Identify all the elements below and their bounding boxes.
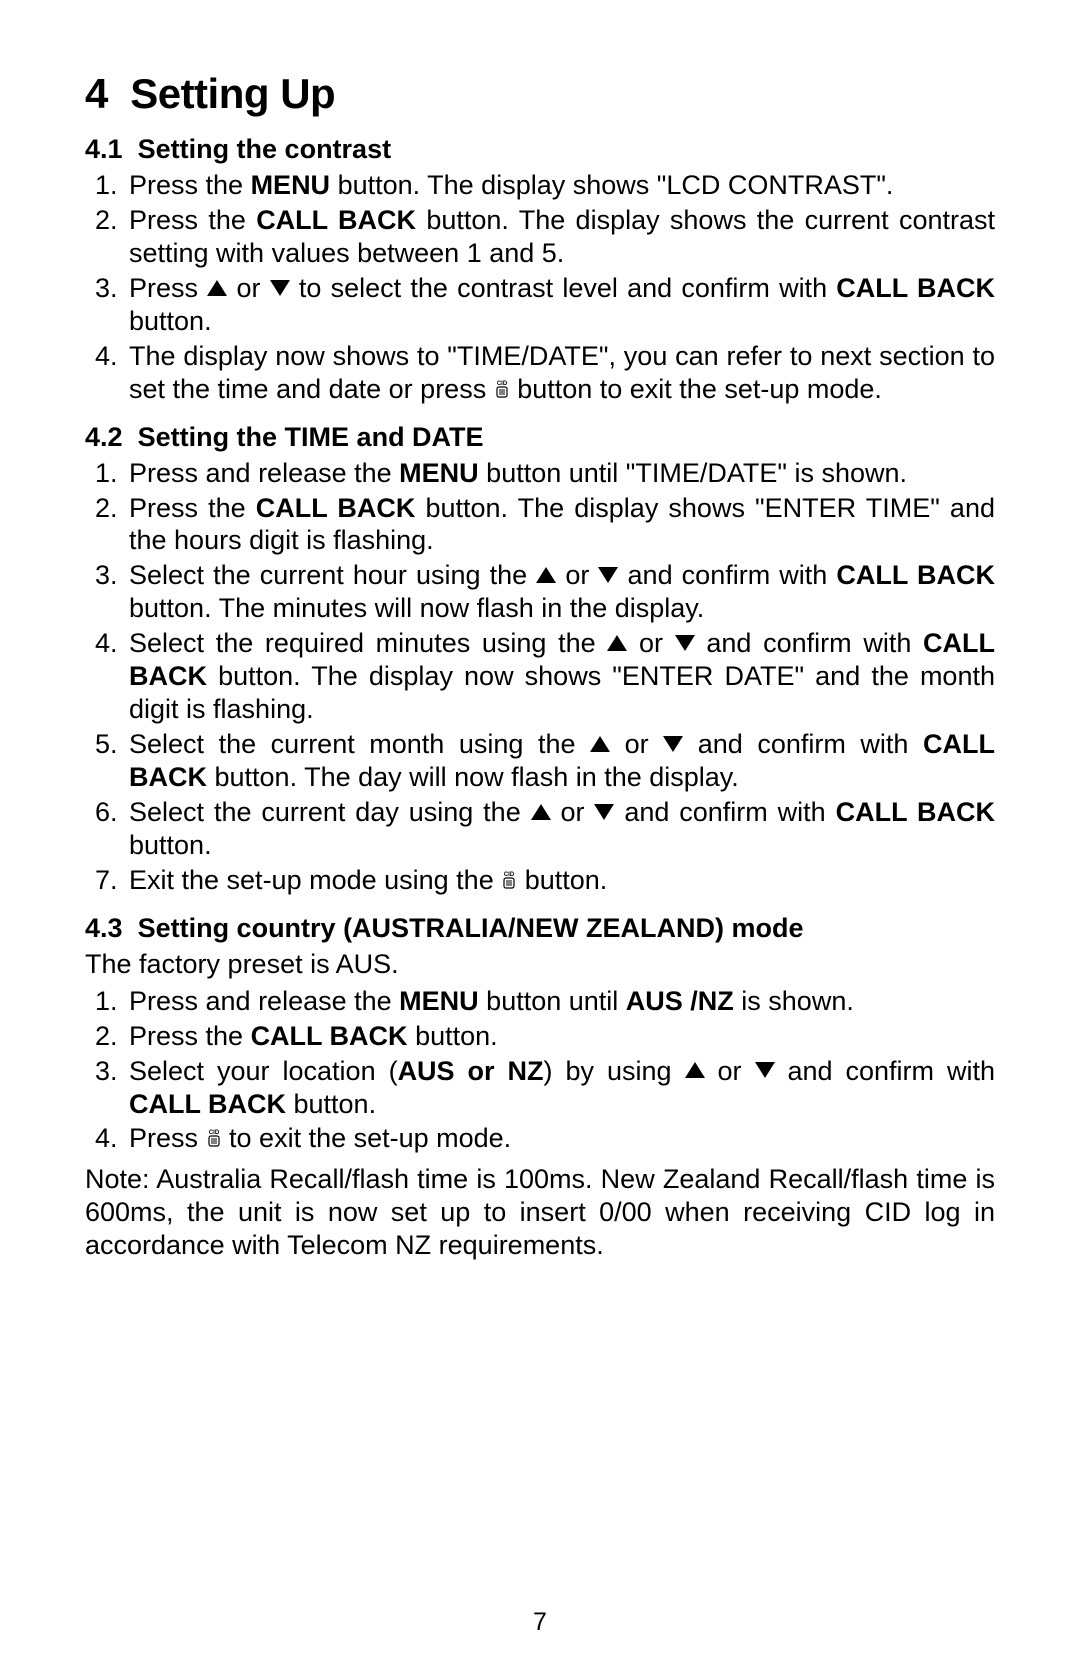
list-item: Press the MENU button. The display shows…	[125, 169, 995, 202]
section-4-1-list: Press the MENU button. The display shows…	[85, 169, 995, 406]
up-arrow-icon	[607, 635, 627, 651]
down-arrow-icon	[663, 736, 683, 752]
list-item: Press to exit the set-up mode.	[125, 1122, 995, 1155]
up-arrow-icon	[536, 567, 556, 583]
list-item: Select the current hour using the or and…	[125, 559, 995, 625]
list-item: Press and release the MENU button until …	[125, 985, 995, 1018]
chapter-title: Setting Up	[130, 70, 335, 117]
chapter-heading: 4 Setting Up	[85, 70, 995, 118]
section-title: Setting the contrast	[138, 134, 392, 164]
manual-page: 4 Setting Up 4.1 Setting the contrast Pr…	[0, 0, 1080, 1677]
section-heading-4-3: 4.3 Setting country (AUSTRALIA/NEW ZEALA…	[85, 913, 995, 944]
list-item: Press the CALL BACK button. The display …	[125, 492, 995, 558]
list-item: Select the required minutes using the or…	[125, 627, 995, 726]
section-number: 4.1	[85, 134, 123, 164]
list-item: Press the CALL BACK button. The display …	[125, 204, 995, 270]
recall-flash-note: Note: Australia Recall/flash time is 100…	[85, 1163, 995, 1262]
page-number: 7	[0, 1608, 1080, 1637]
list-item: The display now shows to "TIME/DATE", yo…	[125, 340, 995, 406]
up-arrow-icon	[590, 736, 610, 752]
cid-exit-icon	[501, 870, 517, 890]
up-arrow-icon	[531, 804, 551, 820]
section-title: Setting country (AUSTRALIA/NEW ZEALAND) …	[138, 913, 804, 943]
list-item: Select the current month using the or an…	[125, 728, 995, 794]
up-arrow-icon	[207, 280, 227, 296]
section-4-2-list: Press and release the MENU button until …	[85, 457, 995, 897]
section-number: 4.2	[85, 422, 123, 452]
list-item: Press the CALL BACK button.	[125, 1020, 995, 1053]
section-title: Setting the TIME and DATE	[138, 422, 484, 452]
down-arrow-icon	[598, 567, 618, 583]
section-heading-4-1: 4.1 Setting the contrast	[85, 134, 995, 165]
list-item: Exit the set-up mode using the button.	[125, 864, 995, 897]
down-arrow-icon	[270, 280, 290, 296]
down-arrow-icon	[594, 804, 614, 820]
up-arrow-icon	[685, 1062, 705, 1078]
list-item: Select your location (AUS or NZ) by usin…	[125, 1055, 995, 1121]
chapter-number: 4	[85, 70, 108, 117]
down-arrow-icon	[755, 1062, 775, 1078]
factory-preset-note: The factory preset is AUS.	[85, 948, 995, 981]
section-4-3-list: Press and release the MENU button until …	[85, 985, 995, 1156]
cid-exit-icon	[494, 379, 510, 399]
list-item: Press or to select the contrast level an…	[125, 272, 995, 338]
list-item: Select the current day using the or and …	[125, 796, 995, 862]
down-arrow-icon	[675, 635, 695, 651]
section-number: 4.3	[85, 913, 123, 943]
cid-exit-icon	[206, 1128, 222, 1148]
section-heading-4-2: 4.2 Setting the TIME and DATE	[85, 422, 995, 453]
list-item: Press and release the MENU button until …	[125, 457, 995, 490]
